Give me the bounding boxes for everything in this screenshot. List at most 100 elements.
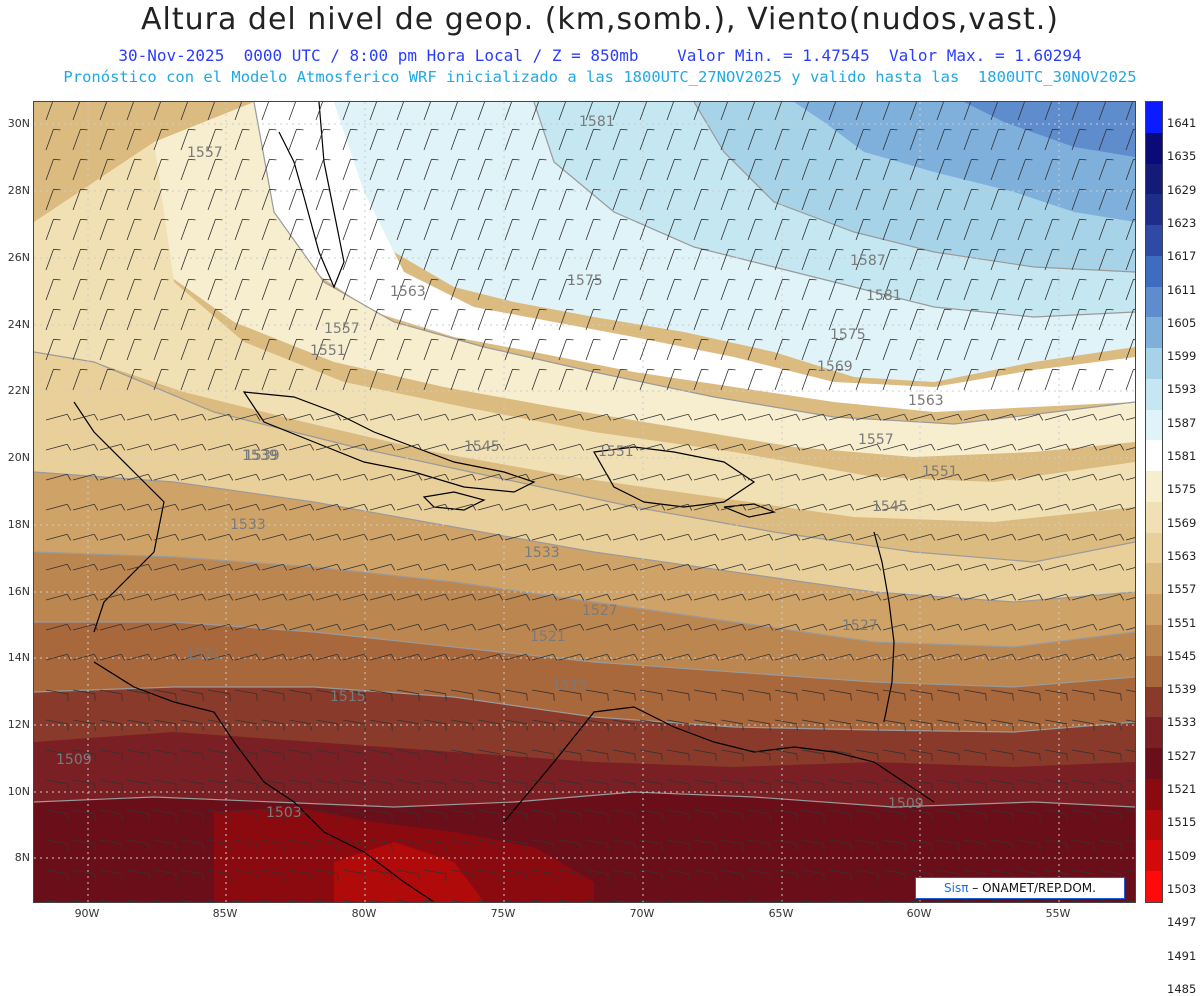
wind-barb xyxy=(180,623,203,631)
wind-barb xyxy=(558,129,567,151)
wind-barb-flag xyxy=(323,218,331,221)
wind-barb xyxy=(72,869,95,875)
wind-barb-flag xyxy=(256,753,258,761)
contour-label: 1563 xyxy=(390,284,426,300)
wind-barb-flag xyxy=(147,414,153,421)
wind-barb xyxy=(720,159,729,181)
contour-label: 1569 xyxy=(817,359,853,375)
wind-barb xyxy=(882,159,891,181)
wind-barb xyxy=(855,869,878,875)
wind-barb-flag xyxy=(67,693,69,701)
wind-barb xyxy=(45,443,68,451)
wind-barb-flag xyxy=(849,594,855,601)
wind-barb-flag xyxy=(444,624,450,631)
wind-barb-flag xyxy=(660,474,666,481)
wind-barb-flag xyxy=(309,594,315,601)
wind-barb-flag xyxy=(877,813,879,821)
wind-barb xyxy=(990,503,1013,511)
wind-barb-flag xyxy=(552,654,558,661)
wind-barb xyxy=(1071,533,1094,541)
wind-barb xyxy=(315,563,338,571)
wind-barb-flag xyxy=(242,278,250,281)
wind-barb xyxy=(342,689,365,695)
wind-barb-flag xyxy=(606,564,612,571)
central-america-coast xyxy=(93,661,435,902)
wind-barb-flag xyxy=(1052,338,1060,341)
wind-barb-flag xyxy=(714,624,720,631)
wind-barb-flag xyxy=(701,338,709,341)
wind-barb xyxy=(180,809,203,815)
wind-barb xyxy=(990,869,1013,875)
colorbar-label: 1575 xyxy=(1167,482,1197,497)
wind-barb xyxy=(531,129,540,151)
wind-barb xyxy=(1044,593,1067,601)
wind-barb xyxy=(315,689,338,695)
wind-barb xyxy=(261,779,284,785)
wind-barb xyxy=(882,189,891,211)
wind-barb-flag xyxy=(485,248,493,251)
wind-barb-flag xyxy=(742,693,744,701)
sispi-logo: Sisπ xyxy=(944,881,969,895)
wind-barb xyxy=(531,653,554,661)
wind-barb-flag xyxy=(66,444,72,451)
wind-barb-flag xyxy=(445,753,447,761)
wind-barb-flag xyxy=(80,128,88,131)
wind-barb-flag xyxy=(796,753,798,761)
wind-barb-flag xyxy=(391,783,393,791)
wind-barb xyxy=(990,129,999,151)
wind-barb xyxy=(369,339,378,361)
wind-barb xyxy=(396,689,419,695)
wind-barb xyxy=(207,779,230,785)
wind-barb-flag xyxy=(188,338,196,341)
wind-barb xyxy=(747,809,770,815)
wind-barb xyxy=(558,503,581,511)
wind-barb xyxy=(747,309,756,331)
wind-barb xyxy=(45,593,68,601)
wind-barb xyxy=(585,369,594,391)
wind-barb xyxy=(342,189,351,211)
wind-barb-flag xyxy=(579,654,585,661)
wind-barb xyxy=(450,473,473,481)
wind-barb-flag xyxy=(863,218,871,221)
wind-barb xyxy=(990,279,999,301)
wind-barb-flag xyxy=(1120,843,1122,851)
wind-barb xyxy=(153,443,176,451)
wind-barb-flag xyxy=(1092,564,1098,571)
wind-barb-flag xyxy=(782,368,790,371)
wind-barb xyxy=(666,899,681,902)
wind-barb-flag xyxy=(917,158,925,161)
wind-barb xyxy=(1125,809,1135,812)
colorbar-swatch xyxy=(1146,532,1162,564)
wind-barb xyxy=(909,102,917,121)
wind-barb xyxy=(612,279,621,301)
wind-barb-flag xyxy=(674,338,682,341)
wind-barb-flag xyxy=(944,308,952,311)
wind-barb xyxy=(774,563,797,571)
wind-barb xyxy=(288,443,311,451)
wind-barb-flag xyxy=(229,813,231,821)
wind-barb-flag xyxy=(377,218,385,221)
wind-barb-flag xyxy=(1052,218,1060,221)
wind-barb xyxy=(612,503,635,511)
wind-barb-flag xyxy=(890,218,898,221)
wind-barb xyxy=(585,503,608,511)
wind-barb-flag xyxy=(53,368,61,371)
wind-barb-flag xyxy=(1066,753,1068,761)
wind-barb xyxy=(801,369,810,391)
wind-barb xyxy=(153,102,161,121)
wind-barb xyxy=(342,653,365,661)
wind-barb-flag xyxy=(836,308,844,311)
wind-barb xyxy=(423,503,446,511)
wind-barb-flag xyxy=(1025,128,1033,131)
wind-barb-flag xyxy=(174,654,180,661)
wind-barb xyxy=(153,719,176,725)
wind-barb xyxy=(369,779,392,785)
wind-barb xyxy=(504,339,513,361)
wind-barb-flag xyxy=(904,873,906,881)
wind-barb-flag xyxy=(890,188,898,191)
wind-barb xyxy=(261,719,284,725)
wind-barb xyxy=(504,899,519,902)
wind-barb xyxy=(153,219,162,241)
wind-barb xyxy=(396,899,411,902)
wind-barb xyxy=(828,369,837,391)
